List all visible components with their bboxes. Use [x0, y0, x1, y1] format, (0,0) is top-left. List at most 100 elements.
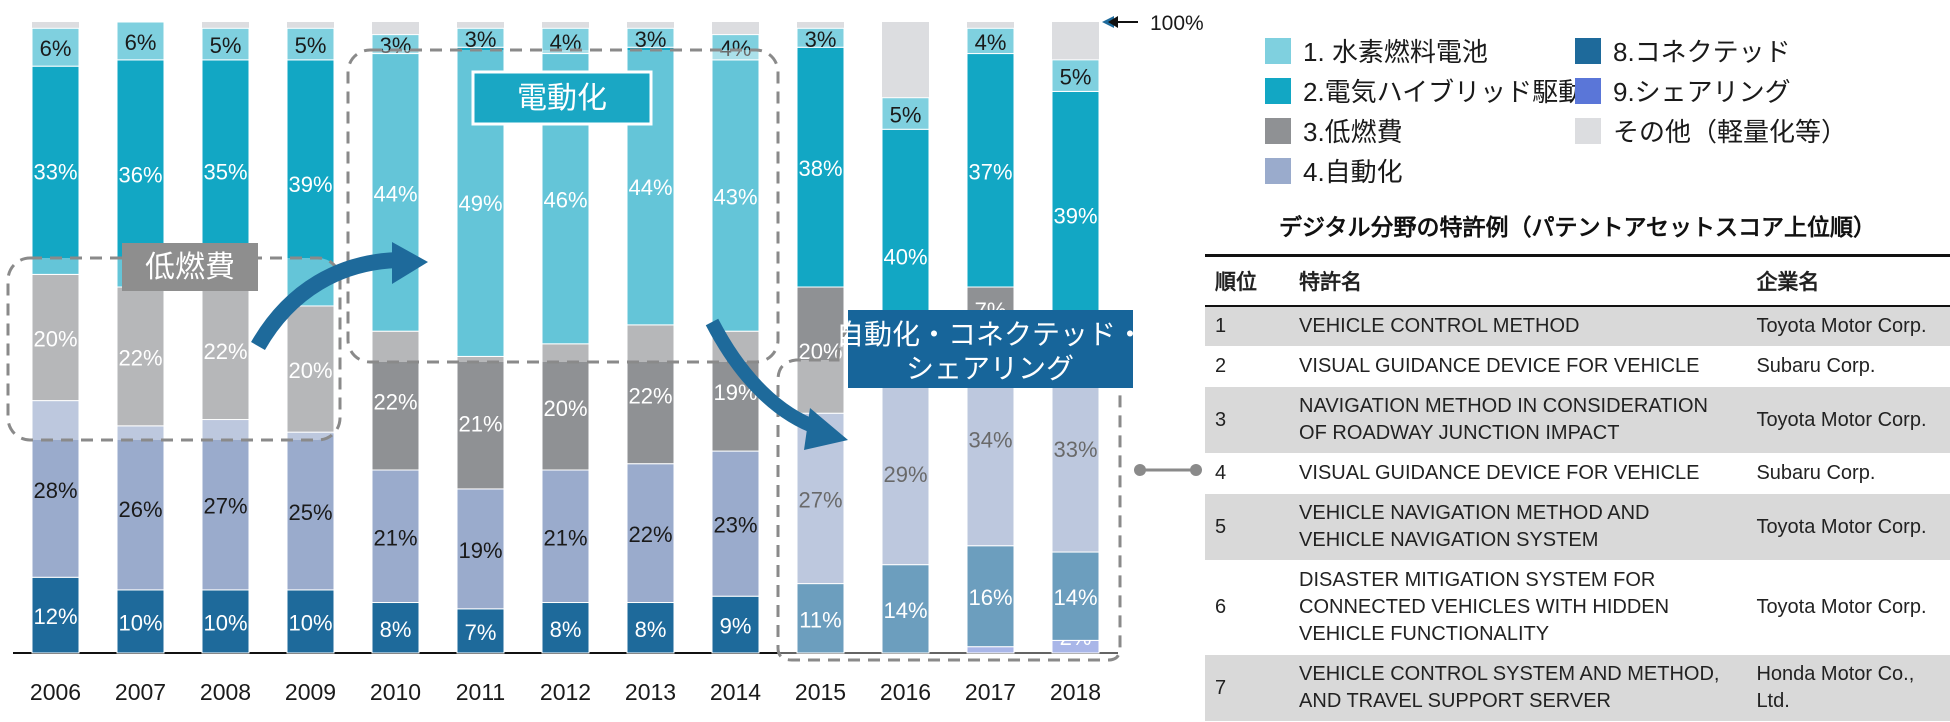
data-label-ev-hybrid: 43%: [713, 185, 757, 210]
legend-label: 9.シェアリング: [1613, 77, 1791, 107]
bar-segment-low-fuel: [456, 355, 505, 490]
cell-patent-name: DISASTER MITIGATION SYSTEM FOR CONNECTED…: [1289, 560, 1747, 655]
legend-item: 4.自動化: [1265, 152, 1403, 189]
cell-company: Subaru Corp.: [1746, 346, 1950, 387]
x-tick-label: 2015: [795, 679, 846, 705]
data-label-connected: 11%: [799, 607, 841, 632]
bar-segment-low-fuel: [286, 305, 335, 433]
legend-swatch: [1265, 157, 1291, 184]
x-tick-label: 2012: [540, 679, 591, 705]
legend-item: 9.シェアリング: [1575, 72, 1791, 109]
data-label-hydrogen: 5%: [890, 102, 922, 127]
data-label-ev-hybrid: 44%: [373, 181, 417, 206]
x-tick-label: 2018: [1050, 679, 1101, 705]
data-label-low-fuel: 20%: [543, 396, 587, 421]
x-tick-label: 2011: [456, 679, 505, 705]
data-label-connected: 8%: [550, 617, 582, 642]
data-label-hydrogen: 5%: [1060, 65, 1092, 90]
cell-patent-name: VEHICLE CONTROL SYSTEM AND METHOD, AND T…: [1289, 654, 1747, 722]
cell-rank: 7: [1205, 654, 1290, 722]
data-label-autonomous: 21%: [373, 525, 417, 550]
bar-segment-low-fuel: [31, 273, 80, 402]
data-label-autonomous: 34%: [968, 427, 1012, 452]
electrification-label: 電動化: [517, 81, 607, 116]
data-label-autonomous: 28%: [33, 478, 77, 503]
bar-segment-autonomous: [31, 400, 80, 578]
data-label-autonomous: 19%: [458, 538, 502, 563]
cell-rank: 6: [1205, 560, 1290, 655]
bar-segment-low-fuel: [201, 280, 250, 421]
bar-segment-ev-hybrid: [966, 53, 1015, 288]
cell-patent-name: VISUAL GUIDANCE DEVICE FOR VEHICLE: [1289, 453, 1747, 494]
legend-item: 2.電気ハイブリッド駆動: [1265, 72, 1584, 109]
top-marker-label: 100%: [1150, 12, 1204, 35]
bar-segment-autonomous: [201, 419, 250, 591]
data-label-connected: 16%: [968, 585, 1012, 610]
data-label-autonomous: 25%: [288, 500, 332, 525]
cell-rank: 1: [1205, 306, 1290, 347]
cell-company: Toyota Motor Corp.: [1746, 306, 1950, 347]
table-row: 1 VEHICLE CONTROL METHOD Toyota Motor Corp…: [1205, 306, 1950, 347]
data-label-autonomous: 29%: [883, 462, 927, 487]
data-label-connected: 9%: [720, 614, 752, 639]
arrow-electric-to-autonomous-head: [804, 408, 848, 450]
data-label-hydrogen: 4%: [975, 30, 1007, 55]
data-label-hydrogen: 6%: [40, 36, 72, 61]
legend-swatch: [1575, 117, 1601, 144]
autonomous-label-box: [848, 310, 1133, 388]
cell-company: Toyota Motor Corp.: [1746, 386, 1950, 454]
x-tick-label: 2009: [285, 679, 336, 705]
data-label-low-fuel: 22%: [628, 383, 672, 408]
bar-segment-low-fuel: [541, 343, 590, 471]
table-header-row: 順位 特許名 企業名: [1205, 254, 1950, 307]
data-label-hydrogen: 5%: [210, 33, 242, 58]
bar-segment-connected: [881, 564, 930, 654]
cell-company: Honda Motor Co., Ltd.: [1746, 654, 1950, 722]
data-label-ev-hybrid: 46%: [543, 188, 587, 213]
data-label-autonomous: 33%: [1053, 437, 1097, 462]
bar-segment-hydrogen: [31, 27, 80, 67]
data-label-connected: 10%: [203, 610, 247, 635]
header-company: 企業名: [1746, 254, 1950, 307]
data-label-autonomous: 27%: [798, 487, 842, 512]
legend-item: 3.低燃費: [1265, 112, 1403, 149]
table-row: 3 NAVIGATION METHOD IN CONSIDERATION OF R…: [1205, 386, 1950, 454]
cell-patent-name: VEHICLE NAVIGATION METHOD AND VEHICLE NA…: [1289, 493, 1747, 561]
data-label-connected: 14%: [1053, 585, 1097, 610]
x-tick-label: 2013: [625, 679, 676, 705]
bar-segment-ev-hybrid: [31, 65, 80, 275]
data-label-ev-hybrid: 33%: [33, 159, 77, 184]
data-label-low-fuel: 22%: [203, 339, 247, 364]
bar-segment-hydrogen: [1051, 59, 1100, 92]
x-tick-label: 2008: [200, 679, 251, 705]
legend-item: 1. 水素燃料電池: [1265, 32, 1488, 69]
bar-segment-connected: [711, 595, 760, 654]
cell-company: Toyota Motor Corp.: [1746, 560, 1950, 655]
bar-segment-hydrogen: [711, 34, 760, 61]
table-row: 2 VISUAL GUIDANCE DEVICE FOR VEHICLE Subar…: [1205, 346, 1950, 387]
data-label-connected: 12%: [33, 604, 77, 629]
data-label-connected: 10%: [118, 610, 162, 635]
data-label-autonomous: 27%: [203, 494, 247, 519]
x-tick-label: 2006: [30, 679, 81, 705]
bar-segment-hydrogen: [116, 21, 165, 61]
data-label-connected: 7%: [465, 620, 497, 645]
bar-segment-hydrogen: [201, 27, 250, 61]
bar-segment-autonomous: [626, 463, 675, 604]
table-row: 4 VISUAL GUIDANCE DEVICE FOR VEHICLE Subar…: [1205, 453, 1950, 494]
cell-company: Toyota Motor Corp.: [1746, 493, 1950, 561]
low-fuel-label: 低燃費: [145, 250, 235, 285]
bar-segment-connected: [626, 602, 675, 654]
bar-segment-connected: [371, 602, 420, 654]
arrow-lowfuel-to-electric: [251, 252, 399, 351]
data-label-connected: 8%: [380, 617, 412, 642]
electrification-group-box: [346, 48, 780, 364]
table-row: 6 DISASTER MITIGATION SYSTEM FOR CONNECTE…: [1205, 560, 1950, 655]
legend-label: 8.コネクテッド: [1613, 37, 1791, 67]
bar-segment-connected: [966, 545, 1015, 648]
data-label-ev-hybrid: 35%: [203, 159, 247, 184]
data-label-autonomous: 21%: [543, 525, 587, 550]
data-label-hydrogen: 3%: [380, 33, 412, 58]
bar-segment-low-fuel: [626, 324, 675, 465]
